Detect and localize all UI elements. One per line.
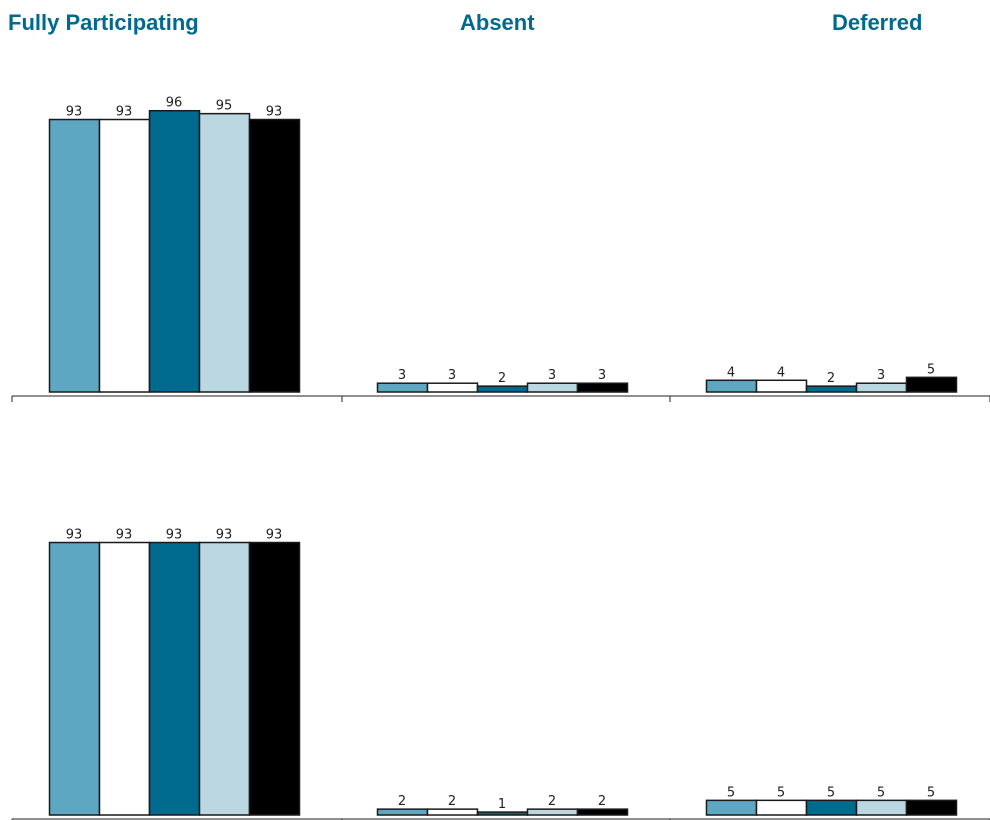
bar: [426, 382, 479, 393]
bar: [855, 799, 908, 816]
bar-value-label: 93: [116, 105, 133, 120]
group-title-fully-participating: Fully Participating: [8, 10, 199, 35]
bar: [148, 541, 201, 816]
bar: [476, 385, 529, 393]
bar-value-label: 2: [448, 794, 456, 809]
bar-value-label: 3: [398, 368, 406, 383]
bar-chart-top: 93 93 96 95 93 3 3 2 3 3 4 4 2 3 5: [11, 96, 990, 402]
bar-value-label: 2: [398, 794, 406, 809]
bar-value-label: 2: [598, 794, 606, 809]
bar: [526, 382, 579, 393]
bar-value-label: 93: [266, 528, 283, 543]
bar: [376, 382, 429, 393]
bar: [248, 541, 301, 816]
chart-header: Fully Participating Absent Deferred: [0, 0, 990, 50]
group-title-absent: Absent: [460, 10, 535, 35]
bar-value-label: 93: [266, 105, 283, 120]
bar-value-label: 1: [498, 797, 506, 812]
bar: [855, 382, 908, 393]
bar-value-label: 5: [827, 785, 835, 800]
bar-value-label: 2: [498, 371, 506, 386]
bar: [905, 376, 958, 393]
bar-value-label: 93: [66, 105, 83, 120]
bar: [426, 808, 479, 816]
bar: [198, 112, 251, 393]
bar: [48, 118, 101, 393]
bar: [148, 109, 201, 393]
bar-value-label: 5: [777, 785, 785, 800]
bar-value-label: 96: [166, 96, 183, 111]
bar-value-label: 5: [927, 785, 935, 800]
bar: [98, 118, 151, 393]
bar: [755, 799, 808, 816]
bar-value-label: 2: [827, 371, 835, 386]
bar: [48, 541, 101, 816]
bar-value-label: 5: [877, 785, 885, 800]
bar-value-label: 3: [598, 368, 606, 383]
bar-value-label: 2: [548, 794, 556, 809]
bar-value-label: 93: [166, 528, 183, 543]
bar: [805, 385, 858, 393]
bar: [755, 379, 808, 393]
bar: [526, 808, 579, 816]
bar-chart-bottom: 93 93 93 93 93 2 2 1 2 2 5 5 5 5 5: [11, 528, 990, 820]
bar-value-label: 4: [777, 365, 785, 380]
bar: [248, 118, 301, 393]
bar-value-label: 3: [877, 368, 885, 383]
bar: [198, 541, 251, 816]
bar-value-label: 93: [216, 528, 233, 543]
bar-value-label: 93: [66, 528, 83, 543]
bar: [576, 808, 629, 816]
bar: [576, 382, 629, 393]
bar: [476, 811, 529, 816]
bar-value-label: 95: [216, 99, 233, 114]
bar: [805, 799, 858, 816]
bar-value-label: 5: [927, 362, 935, 377]
bar-value-label: 3: [448, 368, 456, 383]
bar-value-label: 3: [548, 368, 556, 383]
bar: [705, 379, 758, 393]
bar-value-label: 4: [727, 365, 735, 380]
group-title-deferred: Deferred: [832, 10, 923, 35]
bar-value-label: 93: [116, 528, 133, 543]
bar-value-label: 5: [727, 785, 735, 800]
bar: [376, 808, 429, 816]
bar: [705, 799, 758, 816]
bar: [98, 541, 151, 816]
bar: [905, 799, 958, 816]
